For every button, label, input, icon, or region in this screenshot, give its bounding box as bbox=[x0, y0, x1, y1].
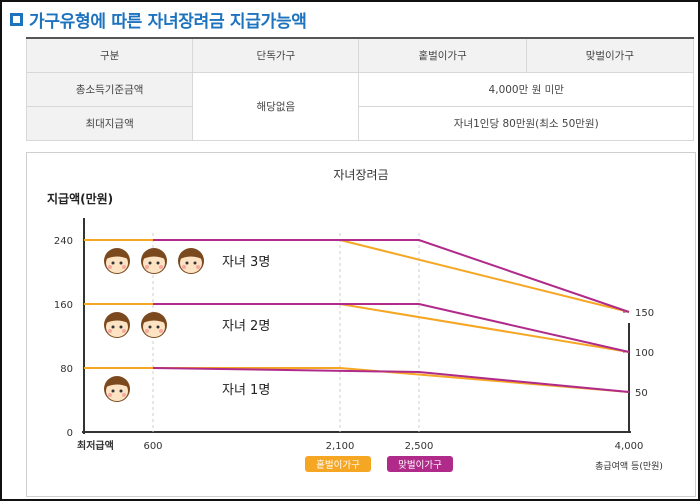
child-eye bbox=[119, 325, 123, 329]
child-eye bbox=[119, 389, 123, 393]
x-axis-label: 총급여액 등(만원) bbox=[595, 460, 663, 472]
child-face-icon bbox=[178, 248, 204, 274]
info-table: 구분 단독가구 홑벌이가구 맞벌이가구 총소득기준금액 해당없음 4,000만 … bbox=[25, 37, 695, 141]
series-line bbox=[153, 239, 630, 313]
header-dual-earner: 맞벌이가구 bbox=[525, 37, 695, 73]
child-face-icon bbox=[141, 248, 167, 274]
child-cheek bbox=[145, 329, 149, 333]
row-label-max: 최대지급액 bbox=[25, 106, 194, 141]
child-bangs bbox=[104, 316, 130, 324]
child-cheek bbox=[159, 265, 163, 269]
group-label: 자녀 1명 bbox=[222, 383, 270, 398]
y-tick-label: 0 bbox=[67, 428, 73, 439]
x-tick-label: 2,500 bbox=[405, 441, 434, 452]
right-value-label: 100 bbox=[635, 348, 654, 359]
row-label-income: 총소득기준금액 bbox=[25, 72, 194, 107]
square-bullet-icon bbox=[10, 12, 23, 26]
chart-legend: 홑벌이가구 맞벌이가구 bbox=[305, 456, 453, 472]
child-cheek bbox=[145, 265, 149, 269]
group-label: 자녀 2명 bbox=[222, 319, 270, 334]
x-min-label: 최저급액 bbox=[77, 439, 114, 452]
header-category: 구분 bbox=[25, 37, 194, 73]
right-value-label: 150 bbox=[635, 308, 654, 319]
x-tick-label: 2,100 bbox=[326, 441, 355, 452]
chart-lines bbox=[84, 239, 630, 393]
child-bangs bbox=[141, 252, 167, 260]
child-bangs bbox=[141, 316, 167, 324]
child-cheek bbox=[196, 265, 200, 269]
series-line bbox=[153, 303, 630, 353]
right-value-label: 50 bbox=[635, 388, 648, 399]
chart-svg: 자녀장려금 지급액(만원) 0 80 160 240 600 2,100 2,500 4,00… bbox=[47, 168, 663, 472]
child-face-icon bbox=[104, 376, 130, 402]
series-line bbox=[152, 367, 630, 393]
page-title-row: 가구유형에 따른 자녀장려금 지급가능액 bbox=[10, 8, 307, 32]
x-tick-label: 600 bbox=[143, 441, 162, 452]
y-tick-label: 80 bbox=[60, 364, 73, 375]
child-eye bbox=[148, 325, 152, 329]
legend-badge bbox=[387, 456, 453, 472]
child-eye bbox=[156, 261, 160, 265]
child-cheek bbox=[122, 265, 126, 269]
child-eye bbox=[111, 389, 115, 393]
legend-label: 홑벌이가구 bbox=[316, 459, 360, 471]
child-cheek bbox=[108, 329, 112, 333]
child-eye bbox=[119, 261, 123, 265]
table-row: 총소득기준금액 해당없음 4,000만 원 미만 bbox=[25, 72, 694, 141]
child-cheek bbox=[159, 329, 163, 333]
child-eye bbox=[148, 261, 152, 265]
table-header-row: 구분 단독가구 홑벌이가구 맞벌이가구 bbox=[25, 37, 695, 73]
legend-label: 맞벌이가구 bbox=[398, 459, 442, 471]
child-eye bbox=[111, 325, 115, 329]
series-line bbox=[84, 239, 630, 313]
child-bangs bbox=[104, 252, 130, 260]
child-face-icon bbox=[141, 312, 167, 338]
x-tick-label: 4,000 bbox=[615, 441, 644, 452]
y-tick-label: 160 bbox=[54, 300, 73, 311]
child-cheek bbox=[108, 393, 112, 397]
child-face-icon bbox=[104, 312, 130, 338]
child-icons bbox=[104, 248, 204, 402]
child-cheek bbox=[108, 265, 112, 269]
child-cheek bbox=[122, 393, 126, 397]
income-value-cell: 4,000만 원 미만 bbox=[358, 72, 694, 107]
table-row: 최대지급액 자녀1인당 80만원(최소 50만원) bbox=[25, 106, 694, 141]
child-face-icon bbox=[104, 248, 130, 274]
y-tick-label: 240 bbox=[54, 236, 73, 247]
child-cheek bbox=[122, 329, 126, 333]
chart-panel: 자녀장려금 지급액(만원) 0 80 160 240 600 2,100 2,500 4,00… bbox=[26, 152, 696, 497]
child-eye bbox=[185, 261, 189, 265]
child-eye bbox=[111, 261, 115, 265]
y-axis-label: 지급액(만원) bbox=[47, 191, 113, 206]
legend-badge bbox=[305, 456, 371, 472]
group-label: 자녀 3명 bbox=[222, 255, 270, 270]
header-single: 단독가구 bbox=[192, 37, 360, 73]
child-eye bbox=[193, 261, 197, 265]
max-value-cell: 자녀1인당 80만원(최소 50만원) bbox=[358, 106, 694, 141]
chart-title: 자녀장려금 bbox=[333, 168, 388, 182]
single-value-cell: 해당없음 bbox=[192, 72, 360, 141]
child-bangs bbox=[104, 380, 130, 388]
page-title: 가구유형에 따른 자녀장려금 지급가능액 bbox=[29, 11, 307, 32]
child-bangs bbox=[178, 252, 204, 260]
child-cheek bbox=[182, 265, 186, 269]
header-single-earner: 홑벌이가구 bbox=[358, 37, 527, 73]
child-eye bbox=[156, 325, 160, 329]
